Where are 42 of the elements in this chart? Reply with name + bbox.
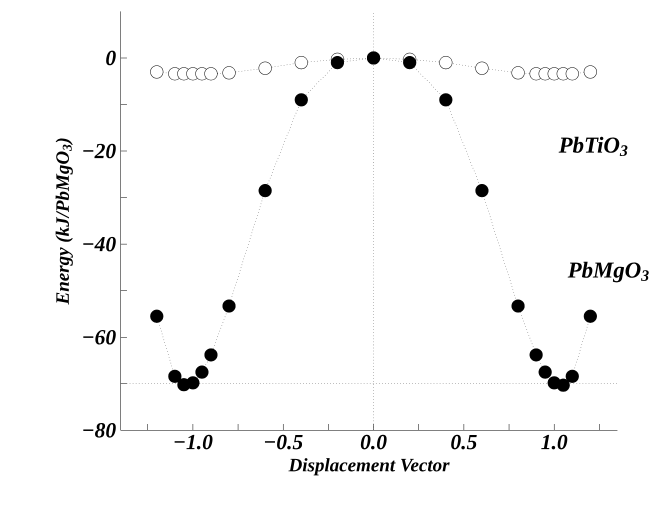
y-tick-label: −40: [83, 236, 116, 252]
series-label: PbMgO$_{3}$: [568, 262, 649, 282]
point: [222, 66, 236, 80]
point: [511, 66, 525, 80]
point: [204, 67, 218, 80]
y-tick-label: −80: [83, 422, 116, 438]
y-axis-title: Energy (kJ/PbMgO$_{3}$): [56, 138, 73, 305]
point: [258, 184, 272, 198]
point: [222, 299, 236, 313]
point: [530, 348, 543, 362]
point: [150, 310, 164, 323]
x-tick-label: 0.5: [451, 434, 477, 450]
point: [195, 365, 209, 379]
point: [258, 62, 272, 75]
point: [556, 378, 570, 392]
y-tick-label: −60: [83, 330, 116, 344]
point: [475, 184, 489, 198]
point: [566, 67, 579, 80]
text: PbTiO$_{3}$: [558, 136, 628, 156]
y-tick-label: 0: [106, 50, 116, 66]
point: [475, 62, 489, 75]
point: [330, 56, 344, 70]
x-tick-label: 0.0: [360, 434, 387, 450]
point: [150, 65, 164, 78]
point: [439, 93, 452, 106]
point: [584, 65, 597, 78]
point: [294, 56, 308, 70]
point: [186, 376, 200, 390]
point: [168, 370, 182, 383]
point: [566, 370, 579, 383]
x-tick-label: −1.0: [174, 434, 213, 450]
point: [403, 56, 416, 70]
point: [584, 310, 597, 323]
point: [538, 365, 552, 379]
x-tick-label: 1.0: [541, 434, 568, 450]
point: [204, 348, 218, 362]
x-tick-label: −0.5: [264, 434, 303, 450]
x-axis-title: Displacement Vector: [288, 458, 450, 476]
point: [439, 56, 452, 70]
point: [511, 299, 525, 313]
y-tick-label: −20: [83, 144, 116, 158]
point: [294, 93, 308, 106]
